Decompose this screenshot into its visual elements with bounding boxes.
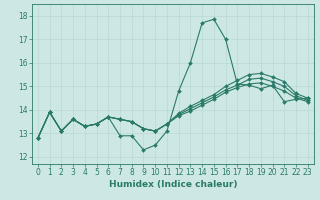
X-axis label: Humidex (Indice chaleur): Humidex (Indice chaleur)	[108, 180, 237, 189]
